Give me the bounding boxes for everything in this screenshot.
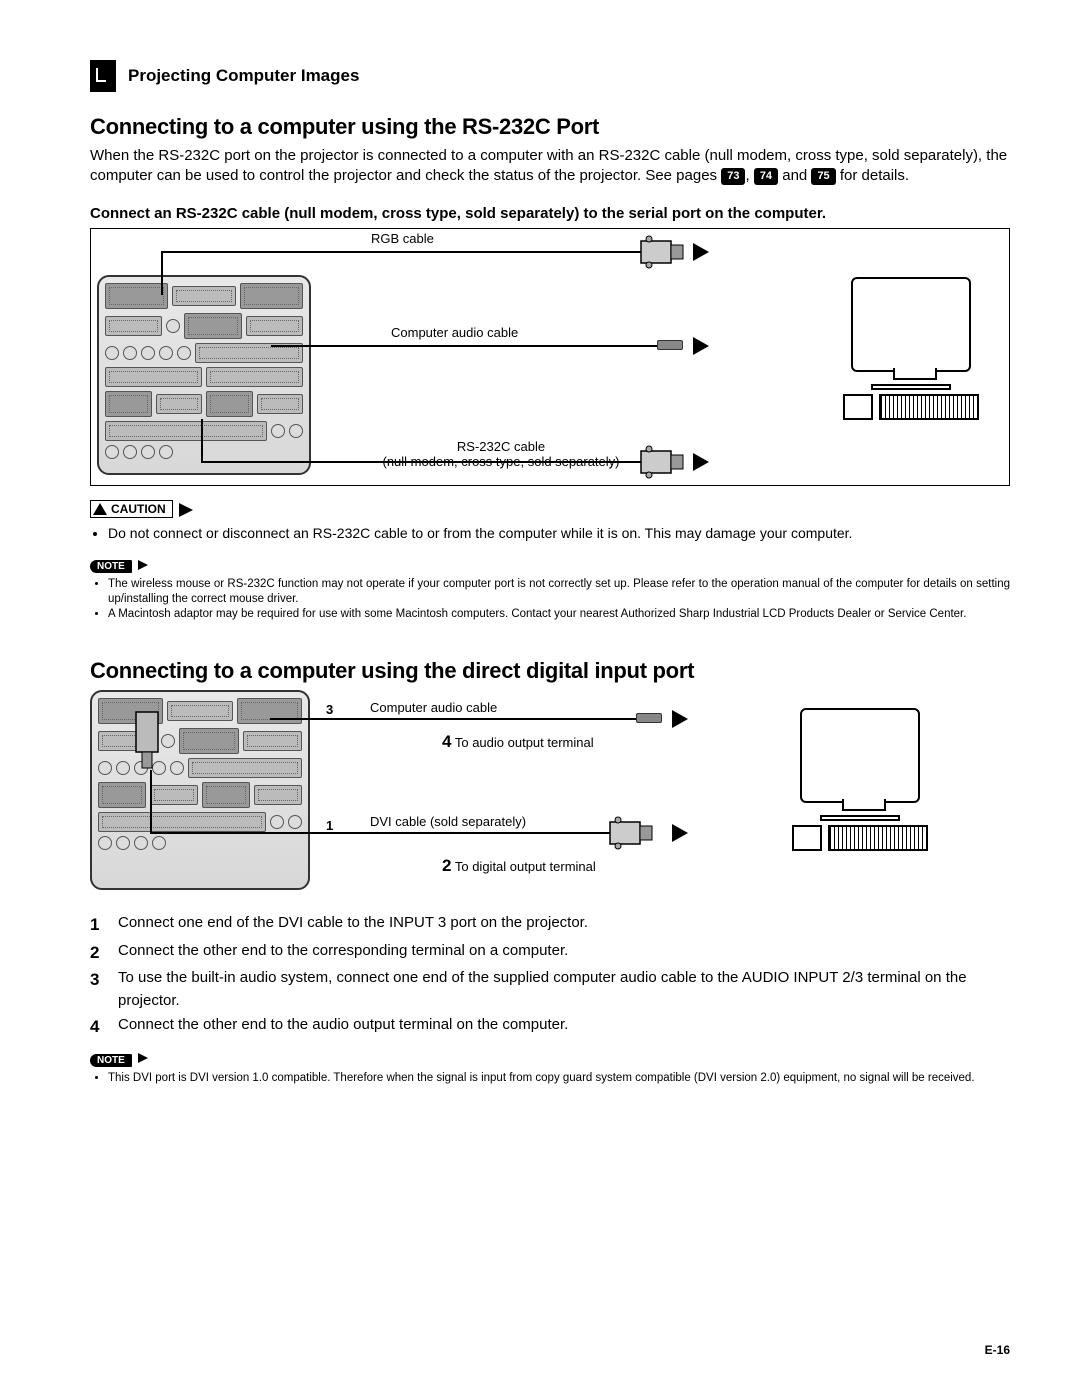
chevron-icon (138, 1053, 148, 1063)
audio-label: Computer audio cable (370, 700, 497, 715)
computer-illustration (831, 277, 991, 420)
section-rs232: Connecting to a computer using the RS-23… (90, 114, 1010, 622)
section1-heading: Connecting to a computer using the RS-23… (90, 114, 1010, 140)
note-item: The wireless mouse or RS-232C function m… (108, 577, 1010, 607)
step-row: 2Connect the other end to the correspond… (90, 940, 1010, 966)
rs232-label: RS-232C cable (null modem, cross type, s… (361, 439, 641, 469)
caution-block: CAUTION Do not connect or disconnect an … (90, 500, 1010, 543)
arrow-icon (693, 243, 709, 261)
step-row: 3To use the built-in audio system, conne… (90, 967, 1010, 1012)
note-item: This DVI port is DVI version 1.0 compati… (108, 1071, 1010, 1086)
steps-list: 1Connect one end of the DVI cable to the… (90, 912, 1010, 1040)
caution-badge: CAUTION (90, 500, 173, 518)
caution-list: Do not connect or disconnect an RS-232C … (90, 524, 1010, 543)
section1-bold: Connect an RS-232C cable (null modem, cr… (90, 205, 1010, 222)
projector-icon (90, 60, 116, 92)
section-dvi: Connecting to a computer using the direc… (90, 658, 1010, 1085)
arrow-icon (693, 337, 709, 355)
audio-cable (270, 718, 640, 720)
page-ref: 74 (754, 168, 778, 185)
note-list: The wireless mouse or RS-232C function m… (90, 577, 1010, 622)
dvi-label: DVI cable (sold separately) (370, 814, 526, 829)
rgb-cable (161, 251, 641, 253)
chevron-icon (138, 560, 148, 570)
warning-icon (93, 503, 107, 515)
projector-panel (97, 275, 311, 475)
note-block: NOTE This DVI port is DVI version 1.0 co… (90, 1050, 1010, 1086)
section2-heading: Connecting to a computer using the direc… (90, 658, 1010, 684)
dvi-cable (150, 832, 610, 834)
audio-label: Computer audio cable (391, 325, 518, 340)
note-block: NOTE The wireless mouse or RS-232C funct… (90, 556, 1010, 622)
step-marker-2: 2 To digital output terminal (442, 856, 596, 876)
caution-item: Do not connect or disconnect an RS-232C … (108, 524, 1010, 543)
audio-cable (271, 345, 661, 347)
db-connector-icon (639, 235, 687, 269)
db-connector-icon (639, 445, 687, 479)
note-item: A Macintosh adaptor may be required for … (108, 607, 1010, 622)
step-row: 4Connect the other end to the audio outp… (90, 1014, 1010, 1040)
dvi-connector-icon (608, 816, 656, 850)
note-badge: NOTE (90, 1054, 132, 1067)
section1-intro: When the RS-232C port on the projector i… (90, 146, 1010, 187)
rgb-label: RGB cable (371, 231, 434, 246)
arrow-icon (672, 824, 688, 842)
page-number: E-16 (985, 1343, 1010, 1357)
computer-illustration (780, 708, 940, 851)
step-marker-4: 4 To audio output terminal (442, 732, 594, 752)
note-list: This DVI port is DVI version 1.0 compati… (90, 1071, 1010, 1086)
step-marker-1: 1 (326, 818, 333, 833)
step-marker-3: 3 (326, 702, 333, 717)
page-ref: 73 (721, 168, 745, 185)
header-title: Projecting Computer Images (128, 66, 359, 86)
audio-jack-icon (636, 713, 662, 723)
diagram-rs232: RGB cable Computer audio cable RS-232C c… (90, 228, 1010, 486)
page-header: Projecting Computer Images (90, 60, 1010, 92)
audio-jack-icon (657, 340, 683, 350)
step-row: 1Connect one end of the DVI cable to the… (90, 912, 1010, 938)
arrow-icon (672, 710, 688, 728)
dvi-connector-icon (134, 710, 160, 770)
arrow-icon (693, 453, 709, 471)
note-badge: NOTE (90, 560, 132, 573)
diagram-dvi: 3 Computer audio cable 4 To audio output… (90, 690, 1010, 898)
projector-panel (90, 690, 310, 890)
chevron-icon (179, 503, 193, 517)
page-ref: 75 (811, 168, 835, 185)
